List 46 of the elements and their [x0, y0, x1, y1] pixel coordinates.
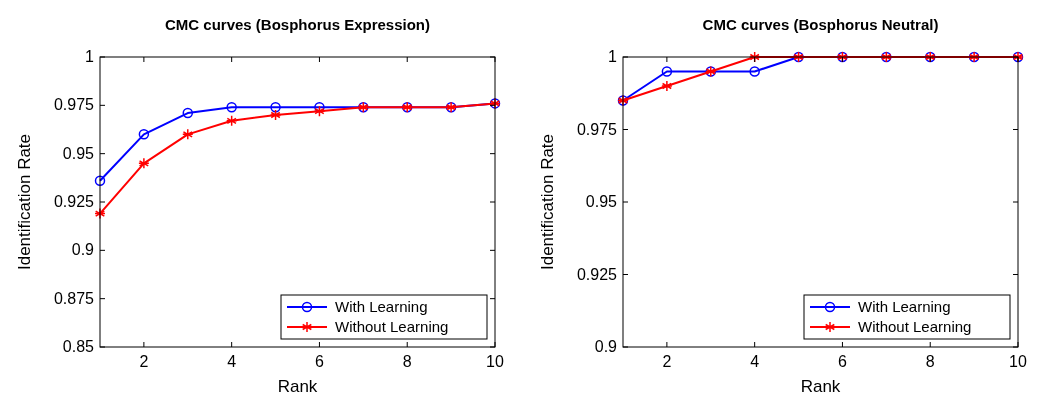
legend-label: With Learning [335, 298, 428, 315]
y-tick-label: 0.95 [585, 193, 618, 210]
chart-title: CMC curves (Bosphorus Neutral) [702, 16, 939, 33]
legend-label: Without Learning [858, 318, 972, 335]
point [138, 129, 150, 140]
x-axis-title: Rank [800, 377, 841, 396]
y-tick-label: 0.975 [53, 96, 95, 114]
x-axis-title: Rank [277, 377, 318, 396]
point [748, 51, 761, 63]
y-tick-label: 1 [608, 48, 618, 65]
x-tick-label: 4 [227, 353, 237, 370]
point [182, 107, 194, 119]
point [225, 115, 238, 127]
x-tick-label: 2 [662, 353, 672, 370]
x-tick-label: 10 [486, 353, 504, 370]
point [313, 105, 326, 117]
y-tick-label: 0.925 [53, 193, 95, 210]
y-axis-title: Identification Rate [538, 133, 557, 271]
point [749, 66, 760, 77]
y-tick-label: 0.9 [71, 241, 95, 259]
y-tick-label: 0.975 [576, 120, 618, 138]
x-tick-label: 6 [837, 353, 847, 370]
legend-label: With Learning [858, 298, 951, 315]
y-tick-label: 0.875 [53, 289, 95, 307]
y-tick-label: 0.85 [62, 338, 95, 355]
y-tick-label: 0.9 [594, 338, 618, 355]
y-tick-label: 0.95 [62, 144, 95, 162]
x-tick-label: 8 [925, 353, 935, 370]
x-tick-label: 6 [314, 353, 324, 370]
point [661, 80, 673, 92]
x-tick-label: 10 [1009, 353, 1027, 370]
y-axis-title: Identification Rate [15, 133, 34, 271]
x-tick-label: 2 [139, 353, 149, 370]
y-tick-label: 1 [85, 48, 95, 65]
point [270, 102, 281, 113]
point [226, 102, 237, 113]
point [138, 157, 150, 170]
point [269, 109, 282, 121]
point [94, 175, 106, 186]
x-tick-label: 8 [402, 353, 412, 370]
chart-title: CMC curves (Bosphorus Expression) [164, 16, 431, 33]
legend-label: Without Learning [335, 318, 449, 335]
y-tick-label: 0.925 [576, 265, 618, 283]
x-tick-label: 4 [750, 353, 760, 370]
point [661, 66, 673, 77]
point [182, 128, 194, 141]
